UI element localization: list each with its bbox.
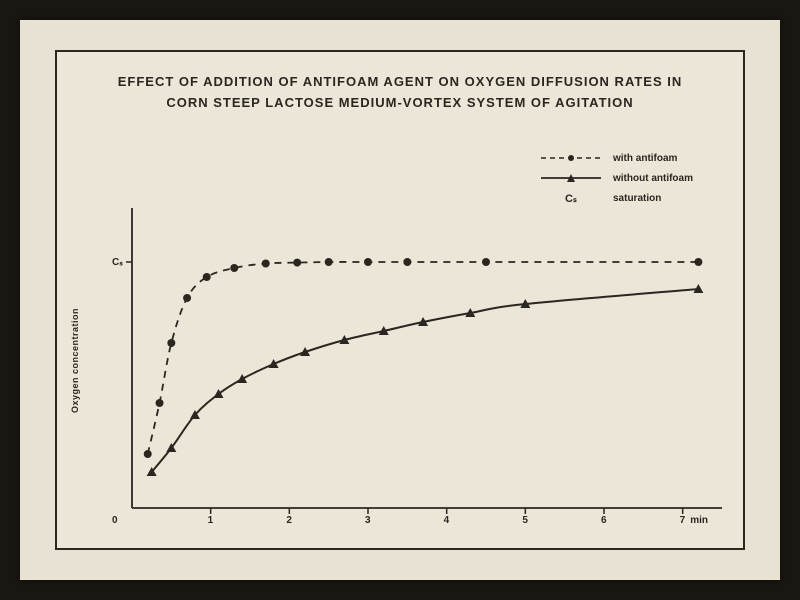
legend-symbol-solid-triangle <box>541 172 601 184</box>
x-tick-label: 2 <box>286 515 292 526</box>
series-with-antifoam <box>144 258 703 458</box>
chart-title: EFFECT OF ADDITION OF ANTIFOAM AGENT ON … <box>57 74 743 110</box>
legend-symbol-cs: Cₛ <box>541 192 601 205</box>
x-tick-label: 7 <box>680 515 686 526</box>
legend-symbol-dashed-circle <box>541 152 601 164</box>
chart-panel: EFFECT OF ADDITION OF ANTIFOAM AGENT ON … <box>55 50 745 550</box>
photo-frame: EFFECT OF ADDITION OF ANTIFOAM AGENT ON … <box>20 20 780 580</box>
title-line-2: CORN STEEP LACTOSE MEDIUM-VORTEX SYSTEM … <box>57 95 743 110</box>
title-line-1: EFFECT OF ADDITION OF ANTIFOAM AGENT ON … <box>57 74 743 89</box>
legend-label-3: saturation <box>613 193 703 204</box>
x-tick-label: 4 <box>444 515 450 526</box>
legend-label-1: with antifoam <box>613 153 703 164</box>
x-tick-label: 5 <box>522 515 528 526</box>
legend: with antifoam without antifoam Cₛ satura… <box>541 152 703 213</box>
x-unit-label: min <box>690 515 708 526</box>
x-tick-label: 6 <box>601 515 607 526</box>
y-axis-label: Oxygen concentration <box>70 308 80 413</box>
chart-svg <box>132 208 722 508</box>
x-tick-label: 1 <box>208 515 214 526</box>
cs-tick-label: Cₛ <box>112 257 123 268</box>
legend-item-without-antifoam: without antifoam <box>541 172 703 184</box>
legend-item-with-antifoam: with antifoam <box>541 152 703 164</box>
origin-label: 0 <box>112 515 118 526</box>
plot-area <box>132 208 722 508</box>
series-without-antifoam <box>147 284 704 476</box>
legend-label-2: without antifoam <box>613 173 703 184</box>
x-tick-label: 3 <box>365 515 371 526</box>
legend-item-saturation: Cₛ saturation <box>541 192 703 205</box>
